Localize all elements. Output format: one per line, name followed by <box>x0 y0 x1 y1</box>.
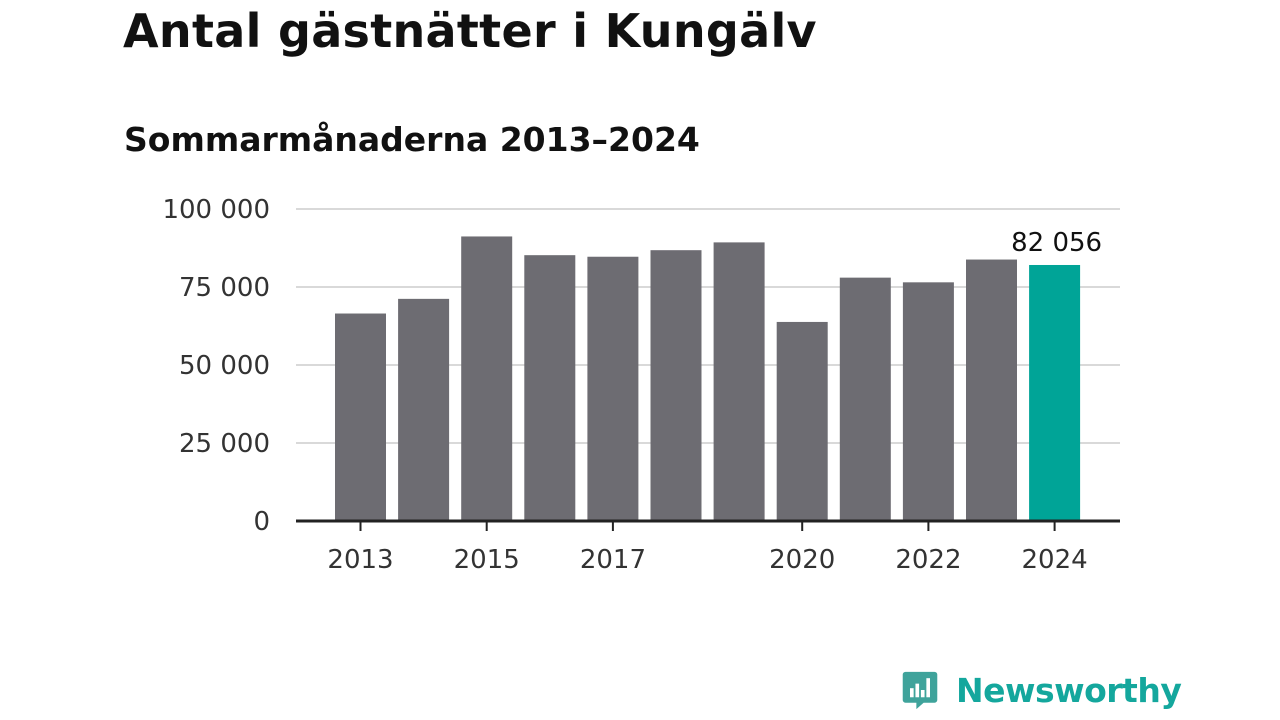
y-tick-label: 75 000 <box>179 273 270 303</box>
bar-2024 <box>1029 264 1081 521</box>
bar-2020 <box>776 321 828 521</box>
bar-2018 <box>650 250 702 521</box>
y-tick-label: 100 000 <box>162 195 270 225</box>
x-tick-label: 2013 <box>327 545 393 575</box>
data-label: 82 056 <box>1011 228 1102 258</box>
bar-2019 <box>713 242 765 521</box>
bar-2022 <box>902 282 954 521</box>
x-tick-label: 2020 <box>769 545 835 575</box>
bar-chart: 0 25 000 50 000 75 000 100 000 2013 2015 2017 20… <box>162 195 1120 575</box>
newsworthy-logo: Newsworthy <box>900 670 1182 710</box>
chart-subtitle: Sommarmånaderna 2013–2024 <box>124 120 700 159</box>
x-tick-label: 2022 <box>895 545 961 575</box>
bar-2017 <box>587 256 639 521</box>
labels: 0 25 000 50 000 75 000 100 000 2013 2015 2017 20… <box>162 195 1102 575</box>
axes <box>296 519 1120 531</box>
y-tick-label: 50 000 <box>179 351 270 381</box>
y-tick-label: 0 <box>253 507 270 537</box>
newsworthy-logo-icon <box>902 671 938 710</box>
chart-title: Antal gästnätter i Kungälv <box>123 4 817 58</box>
bar-2014 <box>398 298 450 521</box>
bar-2013 <box>335 313 386 521</box>
y-tick-label: 25 000 <box>179 429 270 459</box>
bar-2015 <box>461 236 513 521</box>
bar-2016 <box>524 255 576 521</box>
bar-2021 <box>839 277 891 521</box>
x-tick-label: 2015 <box>454 545 520 575</box>
bar-2023 <box>966 259 1017 521</box>
x-tick-label: 2017 <box>580 545 646 575</box>
x-tick-label: 2024 <box>1022 545 1088 575</box>
newsworthy-logo-text: Newsworthy <box>956 670 1182 710</box>
bars <box>335 236 1081 521</box>
